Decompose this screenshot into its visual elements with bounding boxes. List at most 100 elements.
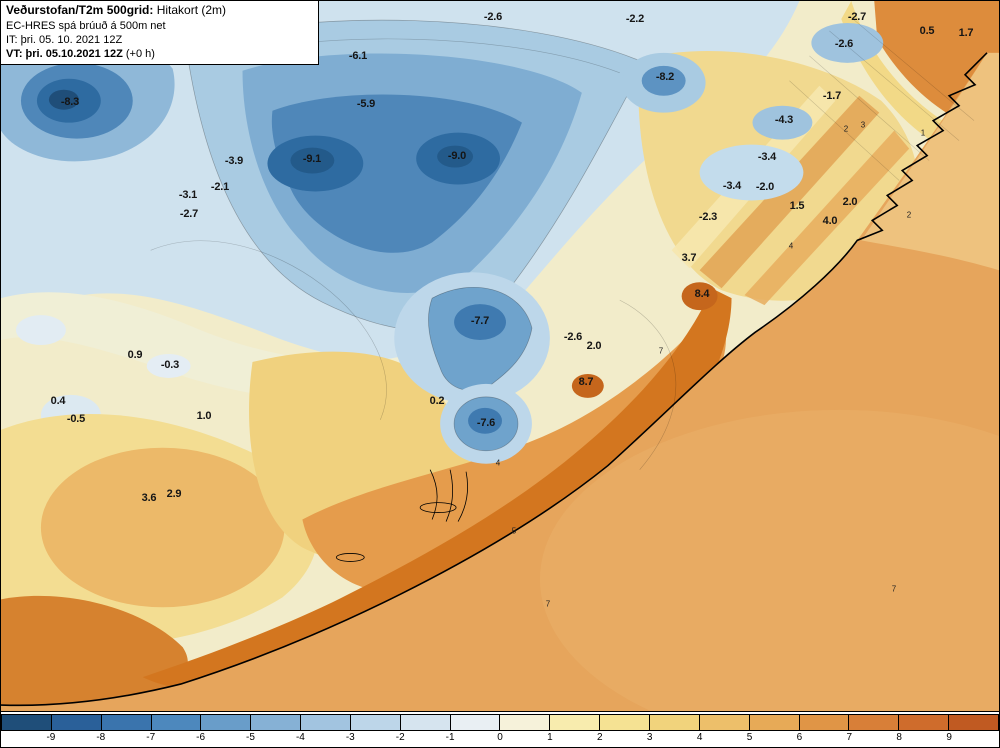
colorbar-segment xyxy=(949,715,998,730)
temp-label: -2.6 xyxy=(834,38,854,50)
temperature-contour-map xyxy=(1,1,999,711)
colorbar-segment xyxy=(2,715,52,730)
temp-label: -1.7 xyxy=(822,90,842,102)
colorbar-tick-labels: -9 -8 -7 -6 -5 -4 -3 -2 -1 0 1 2 3 4 5 6 7 8 9 xyxy=(1,731,999,746)
temp-label: -7.6 xyxy=(476,417,496,429)
temp-label: 0.4 xyxy=(50,395,66,407)
temp-label: -3.9 xyxy=(224,155,244,167)
temp-label: 2.0 xyxy=(842,196,858,208)
colorbar-tick: 4 xyxy=(696,732,703,743)
product-title: Veðurstofan/T2m 500grid: xyxy=(6,3,154,17)
colorbar-segment xyxy=(301,715,351,730)
contour-label: 3 xyxy=(860,120,866,130)
temp-label: -4.3 xyxy=(774,114,794,126)
colorbar-tick: -3 xyxy=(345,732,355,743)
temp-label: -0.5 xyxy=(66,413,86,425)
temp-label: -0.3 xyxy=(160,359,180,371)
temp-label: 0.5 xyxy=(919,25,935,37)
temp-label: 0.9 xyxy=(127,349,143,361)
contour-label: 2 xyxy=(906,210,912,220)
colorbar-segment xyxy=(151,715,202,730)
model-line: EC-HRES spá brúuð á 500m net xyxy=(6,19,166,32)
contour-label: 7 xyxy=(891,584,897,594)
valid-time-offset: (+0 h) xyxy=(122,48,155,61)
temp-label: 3.6 xyxy=(141,492,157,504)
temp-label: 1.5 xyxy=(789,200,805,212)
temp-label: -3.4 xyxy=(722,180,742,192)
colorbar-segment xyxy=(699,715,750,730)
colorbar-tick: -2 xyxy=(395,732,405,743)
colorbar-tick: 5 xyxy=(746,732,753,743)
temp-label: -7.7 xyxy=(470,315,490,327)
colorbar-segment xyxy=(500,715,551,730)
colorbar-tick: 2 xyxy=(597,732,603,743)
colorbar-tick: -6 xyxy=(196,732,206,743)
colorbar-segment xyxy=(350,715,401,730)
init-time-line: IT: þri. 05. 10. 2021 12Z xyxy=(6,33,123,46)
colorbar-segment xyxy=(799,715,850,730)
contour-label: 7 xyxy=(658,346,664,356)
colorbar: -9 -8 -7 -6 -5 -4 -3 -2 -1 0 1 2 3 4 5 6 7 8 9 xyxy=(1,711,999,747)
contour-label: 4 xyxy=(788,241,794,251)
title-box: Veðurstofan/T2m 500grid: Hitakort (2m) E… xyxy=(1,1,319,66)
colorbar-segment xyxy=(101,715,152,730)
colorbar-tick: -4 xyxy=(295,732,305,743)
colorbar-segment xyxy=(849,715,900,730)
colorbar-tick: 1 xyxy=(547,732,553,743)
temp-label: -3.4 xyxy=(757,151,777,163)
colorbar-tick: -8 xyxy=(96,732,106,743)
colorbar-tick: 8 xyxy=(896,732,902,743)
temp-label: 1.7 xyxy=(958,27,974,39)
temp-label: 4.0 xyxy=(822,215,838,227)
temp-label: -8.2 xyxy=(655,71,675,83)
contour-label: 5 xyxy=(511,526,517,536)
temp-label: 1.0 xyxy=(196,410,212,422)
temp-label: -2.3 xyxy=(698,211,718,223)
temp-label: -3.1 xyxy=(178,189,198,201)
colorbar-segment xyxy=(251,715,302,730)
temp-label: -2.0 xyxy=(755,181,775,193)
colorbar-gradient xyxy=(1,714,999,731)
colorbar-tick: -5 xyxy=(246,732,255,743)
temp-label: -2.6 xyxy=(563,331,583,343)
valid-time-line: VT: þri. 05.10.2021 12Z xyxy=(6,48,123,61)
colorbar-tick: -1 xyxy=(445,732,455,743)
temp-label: 3.7 xyxy=(681,252,697,264)
temp-label: 2.0 xyxy=(586,340,602,352)
colorbar-tick: 7 xyxy=(846,732,853,743)
colorbar-segment xyxy=(600,715,650,730)
colorbar-tick: 6 xyxy=(796,732,803,743)
colorbar-segment xyxy=(450,715,501,730)
colorbar-tick: -7 xyxy=(146,732,156,743)
contour-label: 4 xyxy=(495,458,501,468)
temp-label: 2.9 xyxy=(166,488,182,500)
contour-label: 7 xyxy=(545,599,551,609)
temp-label: -2.1 xyxy=(210,181,230,193)
colorbar-segment xyxy=(550,715,601,730)
temp-label: -2.2 xyxy=(625,13,645,25)
map-area: -2.6 -2.2 -2.7 -2.6 0.5 1.7 -6.1 -8.2 -1.7 -8.3 -5… xyxy=(1,1,999,711)
contour-label: 1 xyxy=(920,128,926,138)
temp-label: -5.9 xyxy=(356,98,376,110)
temp-label: 8.4 xyxy=(694,288,710,300)
colorbar-segment xyxy=(899,715,950,730)
temp-label: -6.1 xyxy=(348,50,368,62)
temp-label: 8.7 xyxy=(578,376,594,388)
temp-label: -2.7 xyxy=(847,11,867,23)
temp-label: -2.6 xyxy=(483,11,503,23)
colorbar-segment xyxy=(201,715,252,730)
colorbar-segment xyxy=(749,715,800,730)
temp-label: -2.7 xyxy=(179,208,199,220)
temp-label: 0.2 xyxy=(429,395,445,407)
temp-label: -9.0 xyxy=(447,150,467,162)
colorbar-tick: 3 xyxy=(646,732,653,743)
colorbar-tick: -9 xyxy=(46,732,56,743)
colorbar-tick: 0 xyxy=(497,732,503,743)
product-title-suffix: Hitakort (2m) xyxy=(153,3,227,17)
temp-label: -9.1 xyxy=(302,153,322,165)
temp-label: -8.3 xyxy=(60,96,80,108)
contour-label: 2 xyxy=(843,124,849,134)
colorbar-segment xyxy=(649,715,700,730)
colorbar-segment xyxy=(400,715,451,730)
